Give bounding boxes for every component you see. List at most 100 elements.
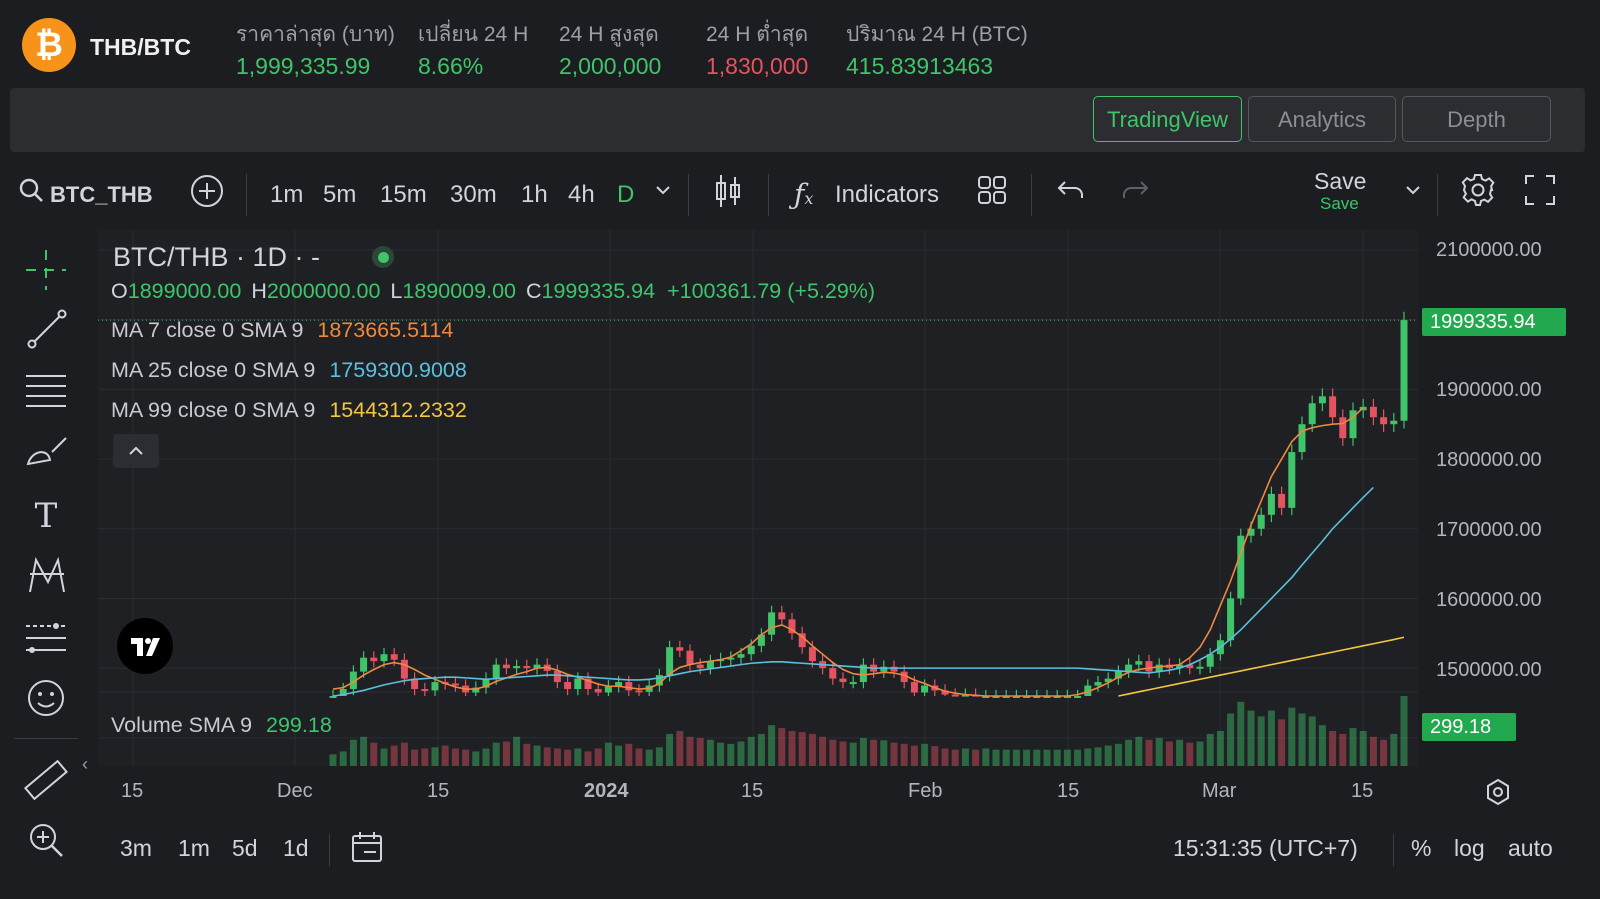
- indicators-button[interactable]: Indicators: [835, 181, 940, 208]
- volume-bar: [1267, 710, 1275, 766]
- add-symbol-icon[interactable]: [190, 174, 224, 208]
- candle-body: [594, 689, 602, 693]
- price-tick: 2100000.00: [1436, 239, 1542, 261]
- interval-30m[interactable]: 30m: [450, 181, 497, 208]
- pattern-icon[interactable]: [22, 552, 70, 600]
- volume-bar: [472, 751, 480, 766]
- volume-bar: [1012, 749, 1020, 766]
- tradingview-logo[interactable]: [117, 618, 173, 674]
- chevron-down-icon[interactable]: [654, 183, 672, 197]
- candle-body: [564, 682, 572, 690]
- layout-grid-icon[interactable]: [977, 175, 1007, 205]
- volume-bar: [992, 749, 1000, 766]
- ma25-legend[interactable]: MA 25 close 0 SMA 9 1759300.9008: [111, 358, 467, 383]
- crosshair-icon[interactable]: [22, 246, 70, 294]
- candle-body: [1318, 396, 1326, 404]
- volume-bar: [370, 742, 378, 766]
- candle-body: [1339, 417, 1347, 439]
- tab-depth[interactable]: Depth: [1402, 96, 1551, 142]
- calendar-icon[interactable]: [350, 830, 384, 864]
- candle-body: [604, 686, 612, 693]
- range-1d[interactable]: 1d: [283, 835, 309, 861]
- undo-icon[interactable]: [1057, 178, 1085, 202]
- time-tick: 15: [121, 780, 144, 802]
- candle-body: [1308, 403, 1316, 425]
- forecast-icon[interactable]: [22, 614, 70, 662]
- zoom-in-icon[interactable]: [22, 816, 70, 864]
- volume-bar: [1104, 745, 1112, 766]
- collapse-legend-button[interactable]: [113, 434, 159, 468]
- interval-5m[interactable]: 5m: [323, 181, 357, 208]
- ma25-value: 1759300.9008: [329, 358, 467, 382]
- time-tick: 15: [1351, 780, 1374, 802]
- gear-icon[interactable]: [1460, 172, 1496, 208]
- percent-toggle[interactable]: %: [1411, 835, 1432, 861]
- volume-bar: [890, 742, 898, 766]
- candle-body: [808, 647, 816, 662]
- range-5d[interactable]: 5d: [232, 835, 258, 861]
- fullscreen-icon[interactable]: [1524, 174, 1556, 206]
- stat-high-24h: 24 H สูงสุด 2,000,000: [559, 18, 661, 80]
- candle-body: [1084, 685, 1092, 696]
- trend-line-icon[interactable]: [22, 306, 70, 354]
- candle-body: [737, 654, 745, 658]
- ma99-value: 1544312.2332: [329, 398, 467, 422]
- collapse-toolbar-icon[interactable]: ‹: [82, 754, 88, 774]
- emoji-icon[interactable]: [22, 674, 70, 722]
- volume-bar: [1176, 739, 1184, 766]
- time-tick: 15: [1057, 780, 1080, 802]
- axis-settings-icon[interactable]: [1484, 778, 1512, 806]
- search-icon[interactable]: [18, 177, 44, 203]
- candle-body: [349, 671, 357, 690]
- stat-value: 2,000,000: [559, 53, 662, 79]
- redo-icon[interactable]: [1121, 178, 1149, 202]
- volume-bar: [808, 733, 816, 766]
- ohlc-legend: O1899000.00 H2000000.00 L1890009.00 C199…: [111, 279, 875, 304]
- candle-body: [339, 689, 347, 696]
- volume-bar: [594, 748, 602, 766]
- symbol-search[interactable]: BTC_THB: [50, 182, 153, 207]
- candle-body: [849, 682, 857, 685]
- candle-body: [1267, 493, 1275, 515]
- volume-bar: [543, 747, 551, 766]
- function-icon[interactable]: ƒx: [794, 178, 814, 211]
- interval-1m[interactable]: 1m: [270, 181, 304, 208]
- low-value: 1890009.00: [402, 279, 516, 303]
- interval-4h[interactable]: 4h: [568, 181, 595, 208]
- ruler-icon[interactable]: [22, 756, 70, 804]
- interval-15m[interactable]: 15m: [380, 181, 427, 208]
- interval-d[interactable]: D: [617, 181, 635, 208]
- log-toggle[interactable]: log: [1454, 835, 1485, 861]
- price-tick: 1900000.00: [1436, 379, 1542, 401]
- volume-bar: [1155, 738, 1163, 766]
- price-chart: [98, 230, 1418, 766]
- ma7-line: [332, 407, 1364, 697]
- volume-legend[interactable]: Volume SMA 9 299.18: [111, 713, 332, 738]
- candle-body: [390, 654, 398, 660]
- volume-bar: [625, 743, 633, 766]
- range-1m[interactable]: 1m: [178, 835, 210, 861]
- brush-icon[interactable]: [22, 430, 70, 478]
- clock-timezone[interactable]: 15:31:35 (UTC+7): [1173, 835, 1358, 861]
- volume-bar: [747, 736, 755, 766]
- candle-body: [880, 666, 888, 672]
- volume-bar: [941, 748, 949, 766]
- chevron-down-icon[interactable]: [1404, 183, 1422, 197]
- ma7-legend[interactable]: MA 7 close 0 SMA 9 1873665.5114: [111, 318, 453, 343]
- candle-body: [411, 678, 419, 690]
- candles-icon[interactable]: [714, 173, 742, 209]
- auto-toggle[interactable]: auto: [1508, 835, 1553, 861]
- candle-body: [615, 682, 623, 687]
- fib-lines-icon[interactable]: [22, 366, 70, 414]
- candle-body: [370, 657, 378, 662]
- tab-tradingview[interactable]: TradingView: [1093, 96, 1242, 142]
- ma99-legend[interactable]: MA 99 close 0 SMA 9 1544312.2332: [111, 398, 467, 423]
- text-tool-icon[interactable]: T: [34, 496, 58, 536]
- save-button[interactable]: Save: [1314, 168, 1367, 194]
- stat-volume-24h: ปริมาณ 24 H (BTC) 415.83913463: [846, 18, 1028, 80]
- interval-1h[interactable]: 1h: [521, 181, 548, 208]
- volume-bar: [686, 736, 694, 766]
- tab-analytics[interactable]: Analytics: [1248, 96, 1396, 142]
- candle-body: [523, 666, 531, 669]
- range-3m[interactable]: 3m: [120, 835, 152, 861]
